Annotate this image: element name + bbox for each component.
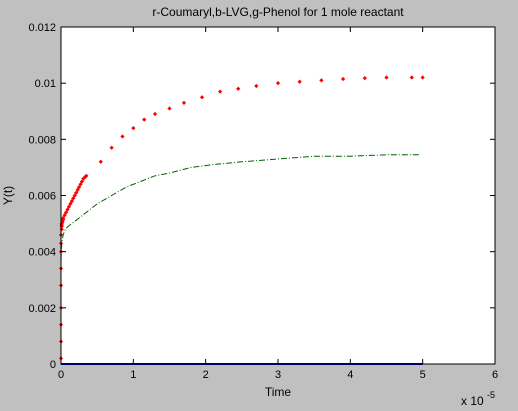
y-axis-label: Y(t) [1, 186, 15, 205]
data-point [74, 190, 79, 195]
data-point [98, 159, 103, 164]
data-point [120, 134, 125, 139]
y-tick-label: 0 [50, 359, 56, 371]
x-tick-label: 0 [58, 369, 64, 381]
data-point [76, 184, 82, 190]
x-exponent-label: x 10 [461, 394, 484, 408]
data-point [65, 207, 70, 212]
y-tick-label: 0.004 [28, 247, 56, 259]
y-tick-label: 0.012 [28, 22, 56, 34]
data-point [69, 198, 74, 204]
x-tick-label: 6 [492, 369, 498, 381]
data-point [72, 193, 77, 198]
data-point [152, 111, 158, 117]
data-point [66, 204, 72, 209]
data-point [75, 187, 80, 193]
y-tick-label: 0.008 [28, 134, 56, 146]
data-point [167, 106, 172, 111]
x-tick-label: 4 [347, 369, 353, 381]
data-point [71, 196, 76, 201]
plot-area [61, 27, 495, 364]
data-point [61, 215, 66, 221]
data-point [78, 182, 83, 187]
data-point [79, 179, 85, 184]
data-point [84, 173, 89, 178]
data-point [199, 95, 205, 100]
data-point [254, 83, 259, 89]
data-point [68, 201, 73, 207]
x-tick-label: 1 [130, 369, 136, 381]
x-tick-label: 5 [420, 369, 426, 381]
data-point [181, 100, 187, 105]
x-axis-label: Time [265, 385, 292, 399]
y-tick-label: 0.006 [28, 191, 56, 203]
data-point [63, 210, 69, 215]
dashdot-series-line [60, 154, 420, 261]
data-point [109, 145, 114, 150]
y-tick-label: 0.002 [28, 303, 56, 315]
x-tick-label: 2 [203, 369, 209, 381]
x-tick-label: 3 [275, 369, 281, 381]
data-point [236, 86, 241, 91]
ticks-layer: 0 1 2 3 4 5 6 0 0.002 0.004 0.006 0.008 0.01 0.012 [28, 22, 498, 381]
data-point [218, 89, 223, 94]
x-exponent-power: -5 [487, 390, 495, 400]
chart-title: r-Coumaryl,b-LVG,g-Phenol for 1 mole rea… [152, 5, 404, 19]
data-point [142, 117, 147, 122]
y-tick-label: 0.01 [35, 78, 56, 90]
